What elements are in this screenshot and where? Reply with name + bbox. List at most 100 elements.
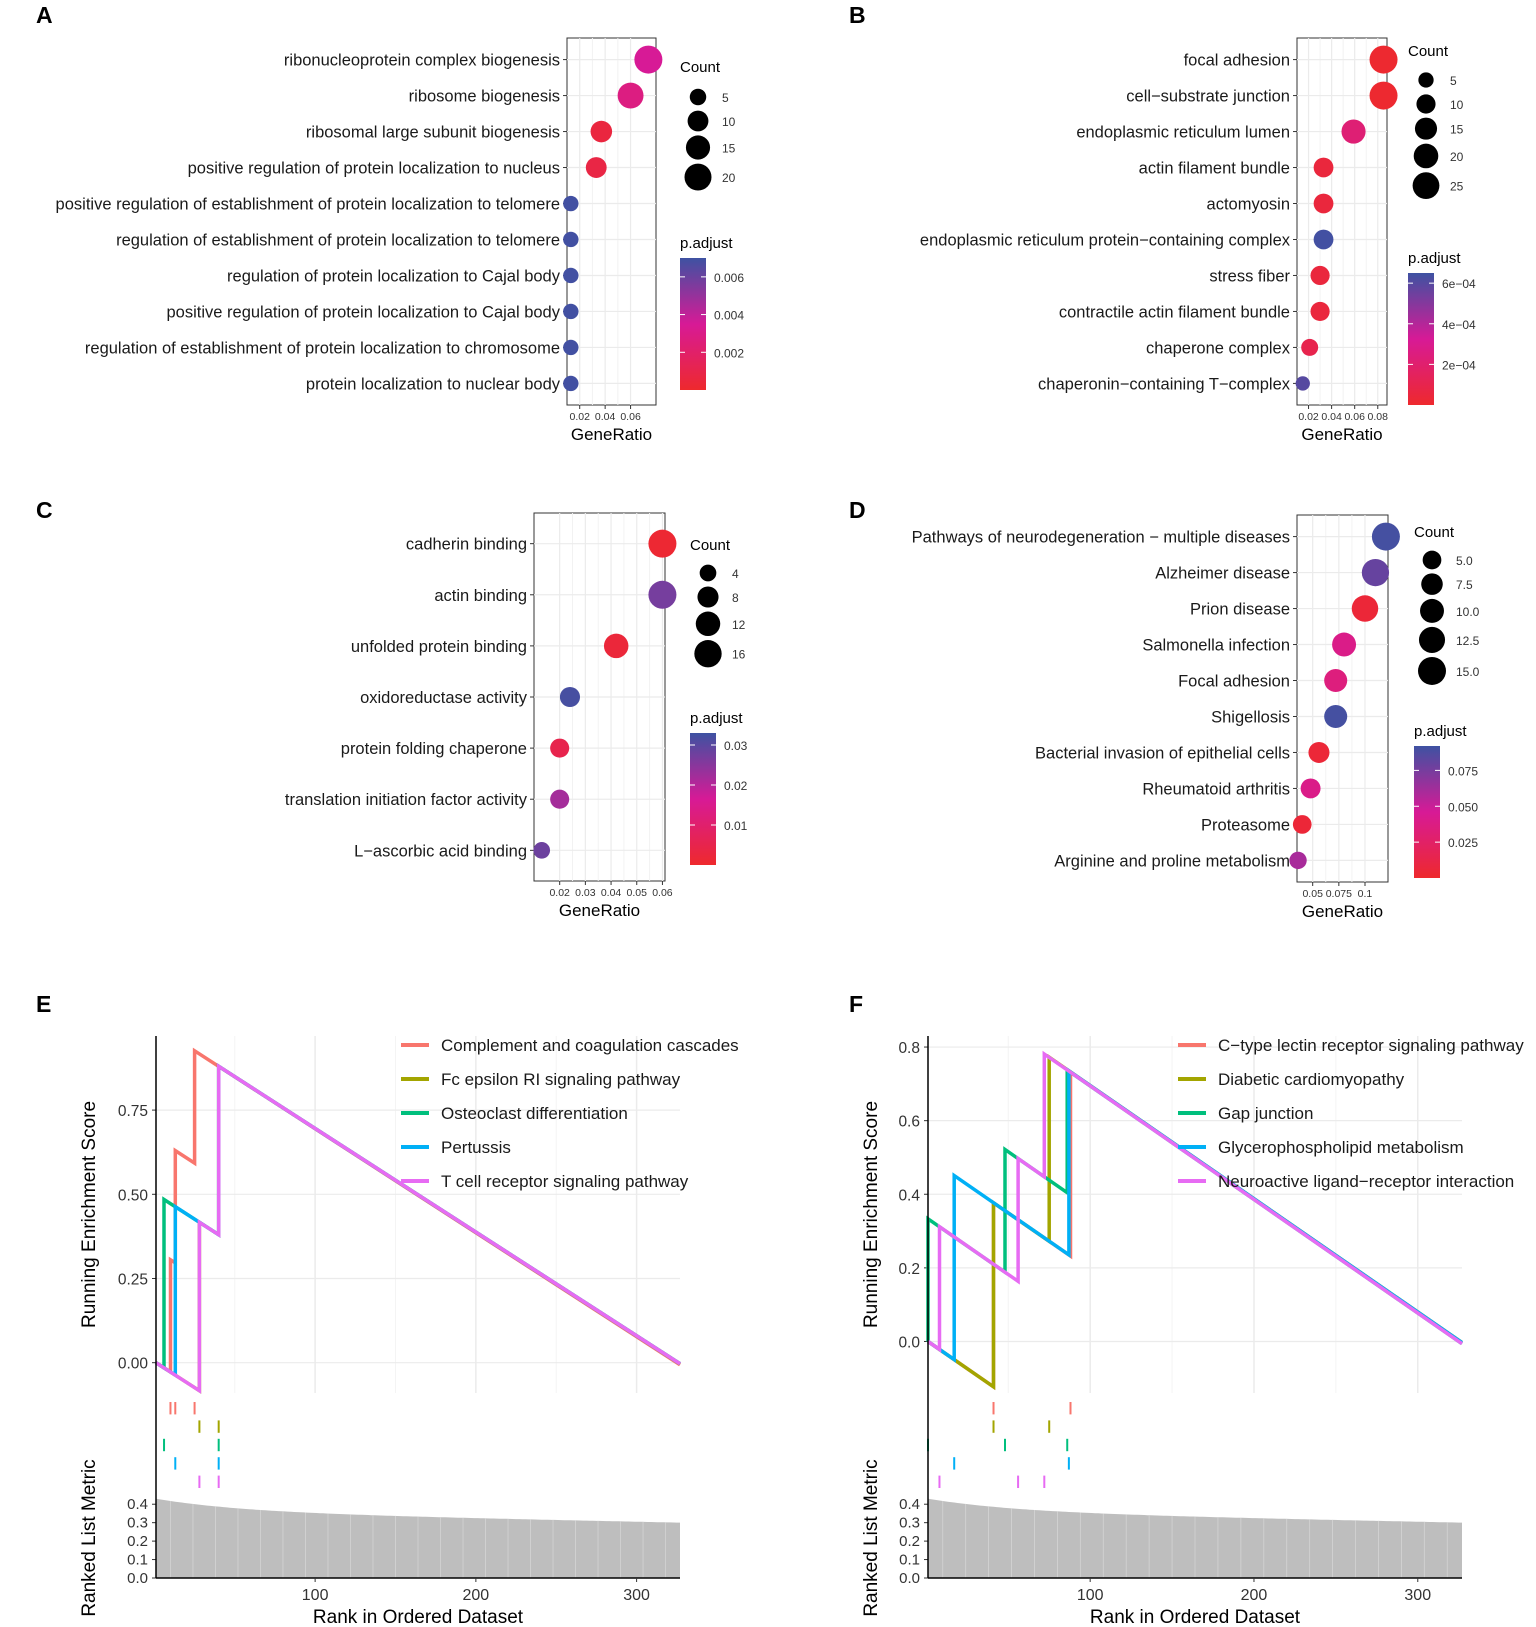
term-label-chaperonin-containing-t-complex: chaperonin−containing T−complex: [1038, 375, 1291, 393]
count-legend-dot: [695, 611, 721, 637]
legend-label-osteoclast-differentiation: Osteoclast differentiation: [441, 1104, 628, 1123]
count-legend-dot: [684, 163, 712, 191]
term-label-rheumatoid-arthritis: Rheumatoid arthritis: [1142, 780, 1290, 798]
dot-proteasome: [1292, 815, 1312, 834]
metric-y-tick-label: 0.4: [899, 1496, 920, 1513]
count-legend-dot: [1414, 117, 1438, 140]
term-label-endoplasmic-reticulum-lumen: endoplasmic reticulum lumen: [1076, 124, 1290, 142]
x-tick-label: 0.06: [620, 411, 641, 423]
term-label-contractile-actin-filament-bundle: contractile actin filament bundle: [1059, 303, 1290, 321]
color-bar-label: 0.050: [1448, 800, 1478, 814]
count-legend-dot: [699, 564, 717, 582]
legend-label-complement-and-coagulation-cascades: Complement and coagulation cascades: [441, 1036, 739, 1055]
color-bar: [1408, 273, 1434, 405]
term-label-proteasome: Proteasome: [1201, 816, 1290, 834]
term-label-focal-adhesion: Focal adhesion: [1178, 673, 1290, 691]
term-label-cell-substrate-junction: cell−substrate junction: [1126, 88, 1290, 106]
dot-pathways-of-neurodegeneration-multiple-diseases: [1371, 522, 1400, 551]
metric-y-tick-label: 0.1: [899, 1552, 920, 1569]
count-legend-label: 10.0: [1456, 605, 1480, 619]
panel-a-dotplot: 0.02 0.04 0.06 ribonucleoprotein complex bi…: [56, 37, 744, 444]
es-y-tick-label: 0.4: [898, 1187, 920, 1204]
es-y-tick-label: 0.0: [898, 1334, 920, 1351]
dot-protein-localization-to-nuclear-body: [563, 375, 579, 392]
metric-y-tick-label: 0.0: [127, 1570, 148, 1587]
color-bar-label: 0.006: [714, 271, 744, 285]
count-legend-label: 15: [1450, 123, 1464, 137]
x-tick-label: 200: [1241, 1587, 1268, 1604]
term-label-arginine-and-proline-metabolism: Arginine and proline metabolism: [1054, 852, 1290, 870]
es-y-tick-label: 0.8: [898, 1040, 920, 1057]
term-label-l-ascorbic-acid-binding: L−ascorbic acid binding: [354, 842, 527, 860]
metric-y-tick-label: 0.3: [899, 1515, 920, 1532]
dot-protein-folding-chaperone: [550, 738, 570, 758]
legend-label-pertussis: Pertussis: [441, 1138, 511, 1157]
es-line-t-cell-receptor-signaling-pathway: [155, 1063, 681, 1394]
count-legend-dot: [1412, 172, 1440, 200]
dot-bacterial-invasion-of-epithelial-cells: [1308, 741, 1330, 763]
term-label-regulation-of-protein-localization-to-cajal-body: regulation of protein localization to Ca…: [227, 267, 561, 285]
x-tick-label: 300: [1404, 1587, 1431, 1604]
color-bar-label: 6e−04: [1442, 277, 1476, 291]
x-tick-label: 0.04: [601, 887, 622, 899]
count-legend-label: 15: [722, 141, 736, 155]
term-label-actomyosin: actomyosin: [1207, 196, 1290, 214]
legend-label-c-type-lectin-receptor-signaling-pathway: C−type lectin receptor signaling pathway: [1218, 1036, 1524, 1055]
dot-actomyosin: [1313, 193, 1334, 214]
term-label-ribosomal-large-subunit-biogenesis: ribosomal large subunit biogenesis: [306, 124, 560, 142]
x-tick-label: 0.1: [1358, 888, 1373, 900]
term-label-translation-initiation-factor-activity: translation initiation factor activity: [285, 791, 528, 809]
term-label-regulation-of-establishment-of-protein-localization-to-telomere: regulation of establishment of protein l…: [116, 231, 560, 249]
count-legend-dot: [1413, 143, 1439, 169]
dot-endoplasmic-reticulum-protein-containing-complex: [1313, 229, 1334, 250]
panel-label-a: A: [36, 2, 53, 28]
color-legend-title: p.adjust: [690, 710, 743, 727]
term-label-actin-filament-bundle: actin filament bundle: [1139, 160, 1290, 178]
color-bar-label: 0.02: [724, 779, 748, 793]
term-label-protein-folding-chaperone: protein folding chaperone: [341, 740, 527, 758]
metric-y-tick-label: 0.3: [127, 1515, 148, 1532]
x-tick-label: 0.02: [549, 887, 570, 899]
es-y-tick-label: 0.25: [118, 1271, 148, 1288]
es-y-axis-label: Running Enrichment Score: [79, 1101, 100, 1328]
legend-label-glycerophospholipid-metabolism: Glycerophospholipid metabolism: [1218, 1138, 1464, 1157]
count-legend-title: Count: [1408, 43, 1449, 60]
color-legend-title: p.adjust: [1408, 250, 1461, 267]
x-tick-label: 0.075: [1326, 888, 1352, 900]
dot-shigellosis: [1324, 704, 1348, 729]
color-bar-label: 0.004: [714, 309, 744, 323]
dot-regulation-of-protein-localization-to-cajal-body: [563, 267, 579, 284]
term-label-ribosome-biogenesis: ribosome biogenesis: [409, 88, 560, 106]
legend-label-diabetic-cardiomyopathy: Diabetic cardiomyopathy: [1218, 1070, 1405, 1089]
es-line-neuroactive-ligand-receptor-interaction: [927, 1050, 1463, 1353]
dot-unfolded-protein-binding: [603, 633, 629, 659]
x-tick-label: 300: [623, 1587, 650, 1604]
count-legend-label: 10: [722, 115, 736, 129]
term-label-salmonella-infection: Salmonella infection: [1142, 637, 1290, 655]
dot-actin-filament-bundle: [1313, 157, 1334, 178]
es-y-tick-label: 0.2: [898, 1261, 920, 1278]
x-tick-label: 0.03: [575, 887, 596, 899]
dot-cell-substrate-junction: [1369, 81, 1398, 110]
x-tick-label: 0.02: [1298, 411, 1319, 423]
term-label-positive-regulation-of-protein-localization-to-cajal-body: positive regulation of protein localizat…: [167, 303, 561, 321]
term-label-unfolded-protein-binding: unfolded protein binding: [351, 638, 527, 656]
dot-chaperone-complex: [1301, 338, 1319, 356]
es-y-tick-label: 0.6: [898, 1114, 920, 1131]
count-legend-label: 5: [722, 91, 729, 105]
dot-ribonucleoprotein-complex-biogenesis: [634, 45, 663, 74]
legend-label-gap-junction: Gap junction: [1218, 1104, 1313, 1123]
x-tick-label: 0.04: [1321, 411, 1342, 423]
count-legend-dot: [694, 640, 722, 668]
x-tick-label: 0.02: [569, 411, 590, 423]
term-label-positive-regulation-of-protein-localization-to-nucleus: positive regulation of protein localizat…: [188, 160, 560, 178]
term-label-positive-regulation-of-establishment-of-protein-localization-to-telomere: positive regulation of establishment of …: [56, 196, 560, 214]
dot-endoplasmic-reticulum-lumen: [1341, 119, 1366, 144]
x-tick-label: 0.05: [627, 887, 648, 899]
term-label-stress-fiber: stress fiber: [1209, 267, 1290, 285]
metric-y-tick-label: 0.1: [127, 1552, 148, 1569]
metric-y-tick-label: 0.2: [127, 1533, 148, 1550]
dot-focal-adhesion: [1324, 668, 1348, 693]
